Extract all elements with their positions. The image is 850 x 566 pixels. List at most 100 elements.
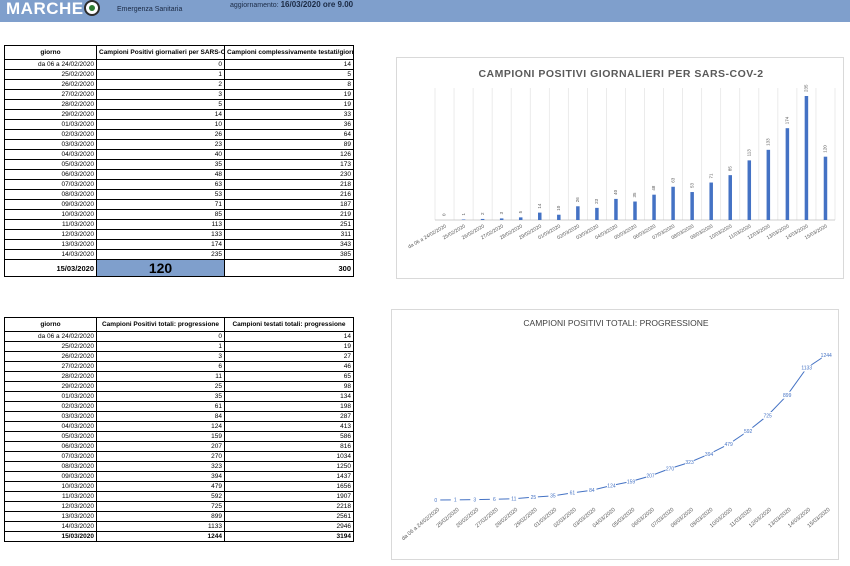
daily-table-cell: 235 xyxy=(97,250,225,260)
total-table-cell: 46 xyxy=(225,362,354,372)
total-table-cell: 06/03/2020 xyxy=(5,442,97,452)
brand-subtitle: Emergenza Sanitaria xyxy=(117,6,182,13)
total-table-cell: 207 xyxy=(97,442,225,452)
data-label: 725 xyxy=(763,413,772,419)
daily-table-cell: 173 xyxy=(225,160,354,170)
daily-table-cell: 174 xyxy=(97,240,225,250)
total-table-cell: 287 xyxy=(225,412,354,422)
daily-table-cell: 28/02/2020 xyxy=(5,100,97,110)
daily-table-cell: 385 xyxy=(225,250,354,260)
daily-table-cell: giorno xyxy=(5,46,97,60)
daily-table-cell: 23 xyxy=(97,140,225,150)
daily-table-cell: 0 xyxy=(97,60,225,70)
daily-table-cell: 06/03/2020 xyxy=(5,170,97,180)
total-table-cell: 28/02/2020 xyxy=(5,372,97,382)
bar xyxy=(786,128,790,220)
daily-table-cell: 14/03/2020 xyxy=(5,250,97,260)
data-label: 113 xyxy=(746,149,751,157)
data-label: 26 xyxy=(575,197,580,203)
total-table-cell: 0 xyxy=(97,332,225,342)
daily-table-cell: 8 xyxy=(225,80,354,90)
data-label: 899 xyxy=(783,393,792,399)
daily-table-cell: 08/03/2020 xyxy=(5,190,97,200)
data-label: 6 xyxy=(493,497,496,503)
bar xyxy=(462,219,466,220)
bar xyxy=(500,218,504,220)
total-table-cell: 11 xyxy=(97,372,225,382)
total-table-cell: 323 xyxy=(97,462,225,472)
daily-table-cell: 251 xyxy=(225,220,354,230)
total-table-cell: 14/03/2020 xyxy=(5,522,97,532)
daily-table-cell: 85 xyxy=(97,210,225,220)
daily-table-cell: 343 xyxy=(225,240,354,250)
daily-table-cell: 187 xyxy=(225,200,354,210)
total-table-cell: 1656 xyxy=(225,482,354,492)
data-label: 48 xyxy=(651,185,656,191)
daily-table-cell: 89 xyxy=(225,140,354,150)
daily-table-cell: 15/03/2020 xyxy=(5,260,97,277)
daily-table-cell: 10 xyxy=(97,120,225,130)
total-table-cell: 11/03/2020 xyxy=(5,492,97,502)
bar xyxy=(557,215,561,220)
data-label: 592 xyxy=(744,429,753,435)
daily-table-cell: 120 xyxy=(97,260,225,277)
total-table-cell: 13/03/2020 xyxy=(5,512,97,522)
bar xyxy=(690,192,694,220)
daily-table-cell: 133 xyxy=(97,230,225,240)
data-label: 35 xyxy=(550,494,556,500)
total-table-cell: 65 xyxy=(225,372,354,382)
total-table-cell: 09/03/2020 xyxy=(5,472,97,482)
data-label: 174 xyxy=(785,116,790,124)
total-table-cell: 1034 xyxy=(225,452,354,462)
total-table-cell: 08/03/2020 xyxy=(5,462,97,472)
data-label: 3 xyxy=(499,211,504,214)
daily-table-cell: da 06 a 24/02/2020 xyxy=(5,60,97,70)
data-label: 85 xyxy=(727,166,732,172)
total-table-cell: 1907 xyxy=(225,492,354,502)
total-table-cell: 586 xyxy=(225,432,354,442)
daily-table-cell: 11/03/2020 xyxy=(5,220,97,230)
daily-table-cell: 40 xyxy=(97,150,225,160)
data-label: 1 xyxy=(454,498,457,504)
bar xyxy=(538,213,542,220)
bar xyxy=(767,150,771,220)
brand-title: MARCHE xyxy=(6,0,84,18)
header-bar: MARCHE Emergenza Sanitaria aggiornamento… xyxy=(0,0,850,22)
total-table-cell: 159 xyxy=(97,432,225,442)
total-table-cell: 03/03/2020 xyxy=(5,412,97,422)
chart-title: CAMPIONI POSITIVI TOTALI: PROGRESSIONE xyxy=(523,318,708,328)
daily-table-cell: 64 xyxy=(225,130,354,140)
data-label: 5 xyxy=(518,210,523,213)
total-table-cell: giorno xyxy=(5,318,97,332)
data-label: 0 xyxy=(434,498,437,504)
data-label: 1 xyxy=(461,212,466,215)
total-table-cell: 98 xyxy=(225,382,354,392)
bar xyxy=(481,219,485,220)
daily-positives-bar-chart: CAMPIONI POSITIVI GIORNALIERI PER SARS-C… xyxy=(397,58,845,280)
total-table-cell: 15/03/2020 xyxy=(5,532,97,542)
daily-table-cell: Campioni complessivamente testati/giorno xyxy=(225,46,354,60)
daily-table-cell: 311 xyxy=(225,230,354,240)
data-label: 159 xyxy=(627,479,636,485)
daily-table-cell: 5 xyxy=(97,100,225,110)
total-table-cell: 10/03/2020 xyxy=(5,482,97,492)
daily-table-cell: 36 xyxy=(225,120,354,130)
data-label: 35 xyxy=(632,192,637,198)
total-table-cell: 1437 xyxy=(225,472,354,482)
data-label: 0 xyxy=(442,213,447,216)
daily-table-cell: 07/03/2020 xyxy=(5,180,97,190)
data-label: 133 xyxy=(766,138,771,146)
total-table-cell: 02/03/2020 xyxy=(5,402,97,412)
data-label: 61 xyxy=(570,491,576,497)
